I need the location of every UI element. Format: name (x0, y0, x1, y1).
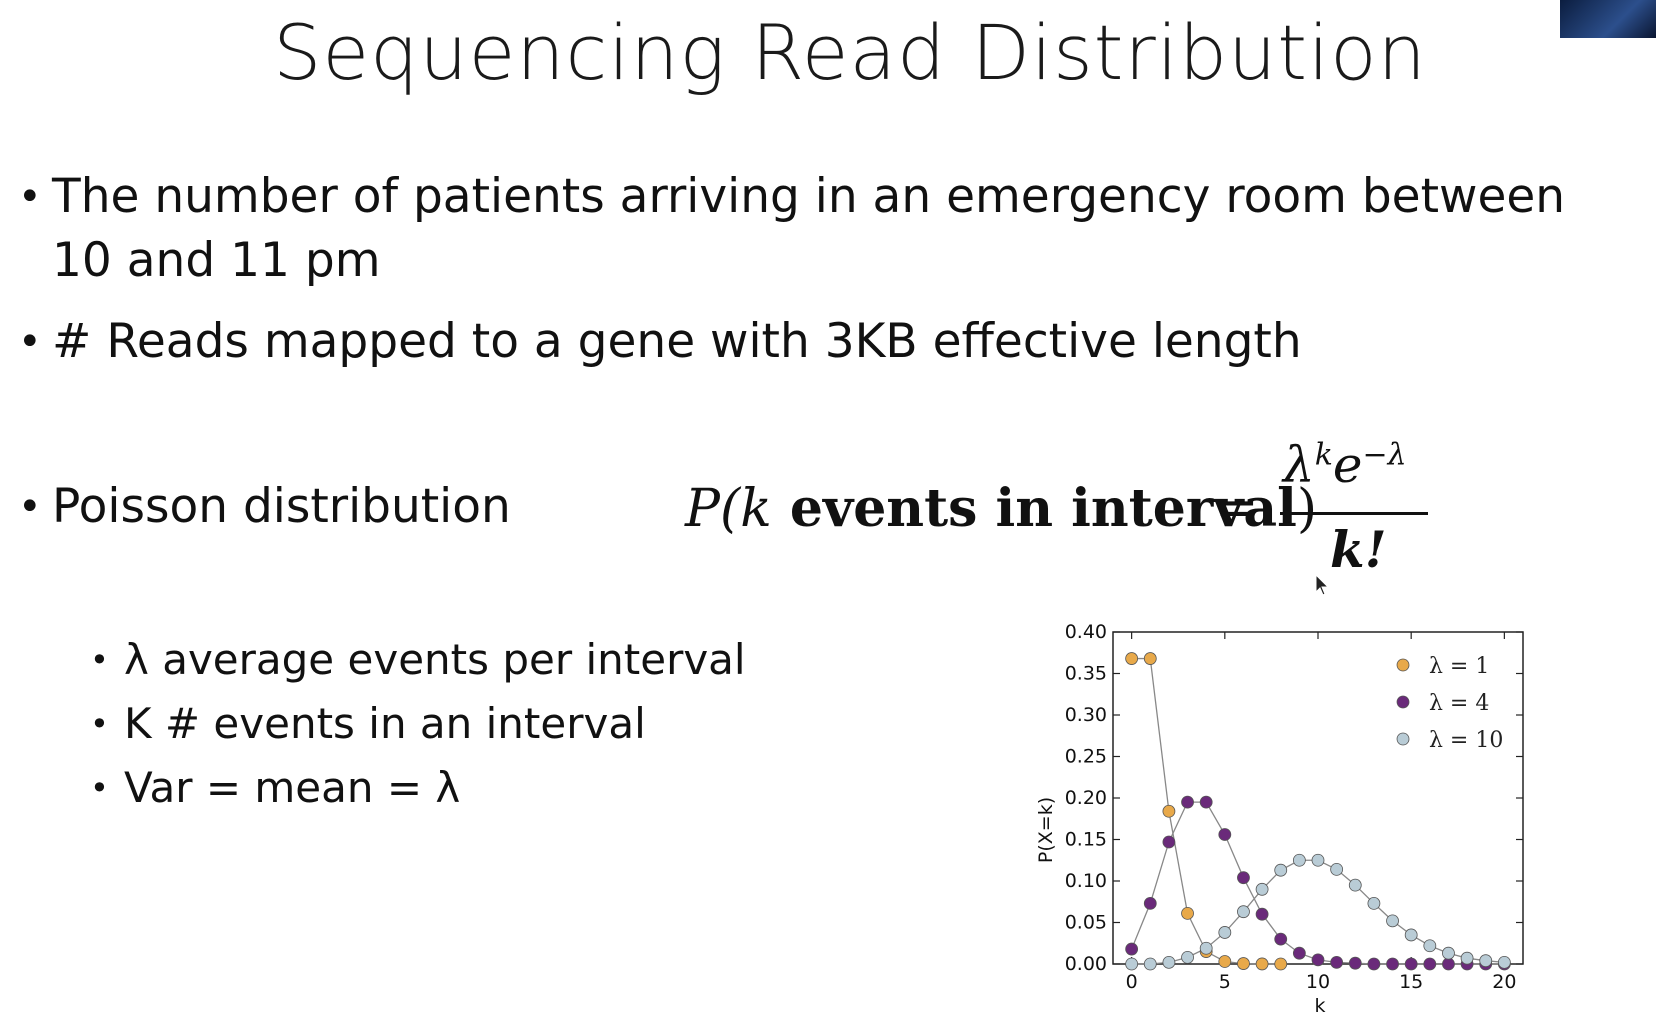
data-point (1255, 957, 1269, 971)
sub-bullet-item: • λ average events per interval (90, 630, 746, 690)
data-point (1255, 882, 1269, 896)
data-point (1237, 905, 1250, 919)
fraction-bar (1280, 512, 1428, 515)
legend-marker (1396, 658, 1410, 672)
y-tick-label: 0.20 (1065, 787, 1107, 809)
data-point (1330, 862, 1344, 876)
poisson-formula: P(k events in interval) = λke−λ k! (685, 436, 1445, 590)
y-tick-label: 0.10 (1065, 870, 1107, 892)
sub-bullet-text: Var = mean = λ (124, 763, 461, 812)
data-point (1367, 897, 1381, 910)
data-point (1181, 906, 1194, 920)
data-point (1181, 950, 1194, 964)
x-tick-label: 15 (1399, 971, 1423, 993)
data-point (1237, 957, 1250, 970)
data-point (1162, 804, 1176, 818)
legend-label: λ = 4 (1429, 691, 1489, 716)
data-point (1143, 957, 1157, 971)
data-point (1292, 853, 1306, 867)
presenter-video-thumbnail (1560, 0, 1656, 38)
data-point (1404, 957, 1418, 971)
data-point (1125, 652, 1139, 665)
data-point (1497, 955, 1511, 969)
data-point (1442, 946, 1455, 960)
data-point (1479, 954, 1493, 968)
data-point (1386, 957, 1399, 971)
data-point (1460, 951, 1474, 965)
poisson-chart: P(X=k) k 0.00 0.05 0.10 0.15 0.20 0.25 0.30 0.3… (1035, 621, 1524, 1017)
legend-marker (1396, 732, 1410, 746)
data-point (1386, 914, 1399, 928)
bullet-item: • The number of patients arriving in an … (18, 165, 1638, 293)
data-point (1404, 928, 1418, 942)
data-point (1292, 946, 1306, 960)
data-point (1330, 955, 1344, 969)
data-point (1218, 828, 1232, 841)
data-point (1162, 835, 1176, 849)
bullet-text: The number of patients arriving in an em… (52, 169, 1566, 288)
y-tick-label: 0.00 (1065, 953, 1107, 975)
formula-lhs: P(k events in interval) (685, 478, 1318, 539)
bullet-dot-icon: • (90, 769, 109, 807)
y-tick-label: 0.25 (1065, 746, 1107, 768)
sub-bullet-text: K # events in an interval (124, 699, 646, 748)
data-point (1255, 907, 1269, 921)
data-point (1125, 942, 1139, 956)
data-point (1274, 863, 1288, 877)
bullet-dot-icon: • (18, 484, 42, 530)
mouse-pointer-icon (1315, 574, 1329, 596)
data-point (1423, 939, 1437, 953)
bullet-dot-icon: • (18, 174, 42, 220)
slide-title: Sequencing Read Distribution (273, 8, 1427, 97)
bullet-item: • Poisson distribution (18, 475, 511, 539)
data-point (1367, 957, 1381, 971)
formula-denominator: k! (1330, 520, 1387, 579)
x-tick-label: 5 (1219, 971, 1231, 993)
y-tick-label: 0.40 (1065, 621, 1107, 643)
data-point (1348, 878, 1362, 892)
bullet-dot-icon: • (90, 641, 109, 679)
data-point (1423, 957, 1437, 971)
legend-marker (1396, 695, 1410, 709)
data-point (1199, 941, 1213, 955)
bullet-item: • # Reads mapped to a gene with 3KB effe… (18, 310, 1302, 374)
data-point (1125, 957, 1139, 971)
y-tick-label: 0.05 (1065, 912, 1107, 934)
data-point (1162, 955, 1176, 969)
data-point (1199, 795, 1213, 809)
data-point (1442, 957, 1455, 971)
data-point (1143, 897, 1157, 910)
y-tick-label: 0.35 (1065, 663, 1107, 685)
data-point (1237, 871, 1250, 885)
y-axis-label: P(X=k) (1035, 797, 1057, 863)
data-point (1274, 932, 1288, 946)
legend-label: λ = 10 (1429, 728, 1503, 753)
sub-bullet-item: • Var = mean = λ (90, 758, 460, 818)
x-tick-label: 0 (1126, 971, 1138, 993)
x-tick-label: 20 (1492, 971, 1516, 993)
legend-label: λ = 1 (1429, 654, 1489, 679)
bullet-dot-icon: • (18, 319, 42, 365)
bullet-text: Poisson distribution (52, 479, 511, 534)
plot-frame (1112, 631, 1524, 965)
data-point (1274, 957, 1288, 971)
sub-bullet-item: • K # events in an interval (90, 694, 646, 754)
data-point (1348, 956, 1362, 970)
y-tick-label: 0.15 (1065, 829, 1107, 851)
x-axis-label: k (1314, 995, 1325, 1017)
data-point (1311, 853, 1325, 867)
bullet-dot-icon: • (90, 705, 109, 743)
formula-numerator: λke−λ (1283, 436, 1407, 494)
x-tick-label: 10 (1306, 971, 1330, 993)
formula-equals: = (1215, 478, 1259, 538)
bullet-text: # Reads mapped to a gene with 3KB effect… (52, 314, 1302, 369)
data-point (1218, 955, 1232, 968)
data-point (1143, 652, 1157, 665)
y-tick-label: 0.30 (1065, 704, 1107, 726)
data-point (1181, 795, 1194, 809)
data-point (1218, 926, 1232, 939)
data-point (1311, 953, 1325, 967)
sub-bullet-text: λ average events per interval (124, 635, 746, 684)
